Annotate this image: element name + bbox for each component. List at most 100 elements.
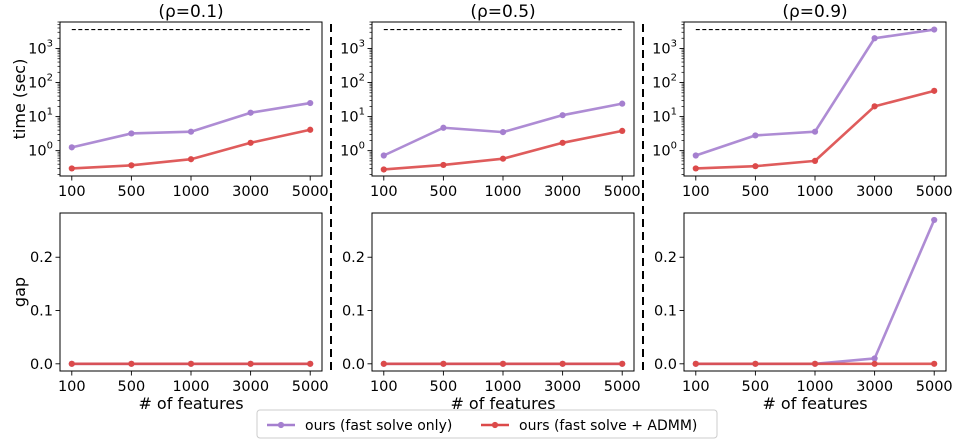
x-tick-label: 5000: [916, 379, 953, 395]
data-point: [931, 360, 938, 367]
legend: ours (fast solve only) ours (fast solve +…: [256, 409, 718, 439]
x-tick-label: 500: [742, 379, 770, 395]
data-point: [559, 360, 566, 367]
panel-bottom-middle: 0.0 0.1 0.2 100 500 1000 3000 5000 # of features: [342, 212, 641, 413]
y-tick-label: 0.0: [654, 357, 677, 373]
series-line: [695, 28, 935, 157]
x-tick-label: 1000: [485, 184, 522, 200]
axes-frame: [371, 21, 635, 177]
y-axis-label: gap: [10, 277, 29, 307]
data-point: [559, 112, 566, 119]
data-point: [499, 360, 507, 367]
data-point: [440, 360, 447, 367]
series-line: [71, 101, 311, 149]
data-point: [871, 360, 878, 367]
x-tick-label: 500: [430, 184, 458, 200]
y-tick-label: 0.2: [342, 250, 365, 266]
y-tick-label: 103: [652, 38, 677, 57]
series-line: [695, 219, 936, 366]
axes-frame: [683, 212, 947, 372]
panel-bottom-right: 0.0 0.1 0.2 100 500 1000 3000 5000 # of features: [654, 212, 953, 413]
x-tick-label: 1000: [173, 379, 210, 395]
y-tick-label: 100: [652, 141, 677, 160]
data-point: [752, 360, 759, 367]
data-point: [692, 165, 699, 172]
data-point: [871, 355, 878, 362]
data-point: [752, 132, 759, 139]
data-point: [931, 87, 938, 94]
data-point: [931, 216, 938, 224]
x-tick-label: 3000: [544, 184, 581, 200]
data-point: [247, 360, 254, 367]
y-tick-label: 102: [340, 73, 365, 92]
data-point: [187, 360, 195, 367]
x-tick-label: 500: [430, 379, 458, 395]
legend-label: ours (fast solve only): [305, 418, 452, 434]
data-point: [128, 162, 135, 169]
y-tick-label: 0.1: [342, 304, 365, 320]
x-tick-label: 500: [118, 184, 146, 200]
data-point: [811, 360, 819, 367]
y-tick-label: 0.1: [654, 304, 677, 320]
x-tick-label: 5000: [604, 184, 641, 200]
data-point: [619, 360, 626, 367]
data-point: [247, 109, 254, 116]
x-tick-label: 100: [58, 184, 86, 200]
y-tick-label: 103: [340, 38, 365, 57]
data-point: [871, 103, 878, 110]
panel-title: (ρ=0.1): [158, 2, 223, 22]
panel-top-right: 100 101 102 103 100 500 1000 3000 5000 (ρ=0.9): [652, 2, 952, 200]
data-point: [307, 99, 314, 107]
panel-top-left: 100 101 102 103 100 500 1000 3000 5000 (ρ=0.1) tim…: [10, 2, 329, 200]
y-tick-label: 102: [28, 73, 53, 92]
x-tick-label: 3000: [232, 379, 269, 395]
data-point: [247, 139, 254, 146]
legend-swatch-marker: [277, 421, 285, 429]
y-tick-label: 100: [28, 141, 53, 160]
x-tick-label: 5000: [604, 379, 641, 395]
y-tick-label: 0.0: [30, 357, 53, 373]
x-axis-label: # of features: [762, 394, 867, 413]
data-point: [692, 360, 699, 367]
y-tick-label: 0.2: [30, 250, 53, 266]
x-tick-label: 5000: [916, 184, 953, 200]
data-point: [559, 139, 566, 146]
y-tick-label: 101: [340, 107, 365, 126]
data-point: [187, 128, 195, 135]
x-tick-label: 100: [682, 184, 710, 200]
x-tick-label: 100: [370, 379, 398, 395]
panel-title: (ρ=0.9): [782, 2, 847, 22]
data-point: [68, 360, 75, 367]
legend-label: ours (fast solve + ADMM): [519, 418, 697, 434]
data-point: [931, 26, 938, 33]
y-tick-label: 100: [340, 141, 365, 160]
data-point: [68, 165, 75, 172]
data-point: [811, 157, 819, 164]
x-axis-label: # of features: [138, 394, 243, 413]
x-tick-label: 1000: [485, 379, 522, 395]
data-point: [440, 161, 447, 169]
panel-bottom-left: 0.0 0.1 0.2 100 500 1000 3000 5000 gap # of featu…: [10, 212, 329, 413]
data-point: [307, 126, 314, 133]
x-tick-label: 3000: [856, 379, 893, 395]
y-tick-label: 0.1: [30, 304, 53, 320]
series-line: [383, 129, 623, 171]
data-point: [619, 127, 626, 135]
data-point: [128, 130, 135, 137]
panel-title: (ρ=0.5): [470, 2, 535, 22]
data-point: [871, 35, 878, 42]
data-point: [380, 166, 387, 173]
data-point: [499, 129, 507, 136]
panel-top-middle: 100 101 102 103 100 500 1000 3000 5000 (ρ=0.5): [340, 2, 640, 200]
y-tick-label: 102: [652, 73, 677, 92]
x-tick-label: 500: [118, 379, 146, 395]
data-point: [752, 163, 759, 170]
x-tick-label: 500: [742, 184, 770, 200]
data-point: [499, 155, 507, 162]
x-tick-label: 3000: [856, 184, 893, 200]
axes-frame: [371, 212, 635, 372]
axes-frame: [59, 212, 323, 372]
x-tick-label: 1000: [797, 184, 834, 200]
data-point: [380, 360, 387, 367]
x-tick-label: 1000: [797, 379, 834, 395]
